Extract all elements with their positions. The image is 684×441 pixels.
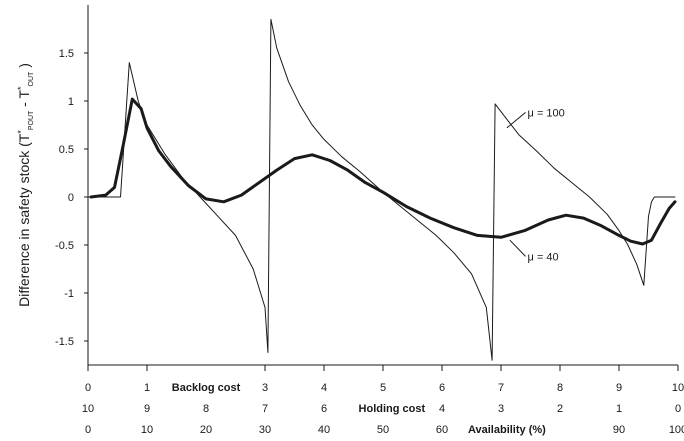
x-tick-label: 1	[616, 403, 622, 415]
plot-series	[87, 18, 677, 361]
ylabel-mid: - T	[16, 90, 32, 111]
x-tick-label: 0	[85, 382, 91, 394]
y-tick-label: -0.5	[55, 240, 74, 252]
y-tick-label: 0	[68, 192, 74, 204]
x-tick-label: 30	[259, 424, 271, 436]
y-axis-title: Difference in safety stock (T*POUT - T*O…	[16, 63, 35, 307]
series-line-mu-40	[89, 97, 677, 246]
series-label: μ = 40	[528, 251, 559, 263]
x-tick-label: 9	[144, 403, 150, 415]
x-tick-label: 9	[616, 382, 622, 394]
series-label: μ = 100	[528, 107, 565, 119]
x-tick-label: 7	[262, 403, 268, 415]
y-tick-label: 0.5	[59, 144, 74, 156]
x-tick-label: 10	[672, 382, 684, 394]
x-tick-label: 3	[262, 382, 268, 394]
ylabel-prefix: Difference in safety stock (T	[16, 133, 32, 307]
x-tick-label: 7	[498, 382, 504, 394]
x-tick-label: 50	[377, 424, 389, 436]
x-tick-label: 8	[557, 382, 563, 394]
x-tick-label: 4	[321, 382, 327, 394]
x-tick-label: 0	[675, 403, 681, 415]
annotation-pointer	[506, 112, 526, 129]
x-tick-label: 3	[498, 403, 504, 415]
x-tick-label: 90	[613, 424, 625, 436]
y-tick-label: 1	[68, 96, 74, 108]
x-tick-label: 40	[318, 424, 330, 436]
x-tick-label: 60	[436, 424, 448, 436]
x-tick-label: 4	[439, 403, 445, 415]
x-axis-title: Availability (%)	[468, 424, 546, 436]
x-axis-title: Holding cost	[359, 403, 426, 415]
ylabel-sup: *	[16, 130, 26, 134]
y-tick-label: 1.5	[59, 48, 74, 60]
x-tick-label: 2	[557, 403, 563, 415]
ylabel-suffix: )	[16, 63, 32, 72]
x-tick-label: 20	[200, 424, 212, 436]
plot-frame	[87, 5, 678, 366]
ylabel-sup: *	[16, 86, 26, 90]
ylabel-sub: POUT	[28, 110, 35, 130]
x-tick-label: 0	[85, 424, 91, 436]
x-tick-label: 10	[82, 403, 94, 415]
x-tick-label: 6	[321, 403, 327, 415]
x-tick-label: 5	[380, 382, 386, 394]
y-axis-label: Difference in safety stock (T*POUT - T*O…	[16, 63, 35, 307]
x-axis-title: Backlog cost	[172, 382, 241, 394]
x-tick-label: 6	[439, 382, 445, 394]
ylabel-sub: OUT	[28, 71, 35, 87]
x-tick-label: 1	[144, 382, 150, 394]
annotations: μ = 100 μ = 40	[506, 107, 565, 263]
y-tick-label: -1	[64, 288, 74, 300]
annotation-pointer	[509, 239, 526, 257]
y-tick-label: -1.5	[55, 336, 74, 348]
x-tick-label: 8	[203, 403, 209, 415]
x-tick-label: 10	[141, 424, 153, 436]
x-tick-label: 100	[669, 424, 684, 436]
y-axis: 1.5 1 0.5 0 -0.5 -1 -1.5	[55, 48, 88, 348]
